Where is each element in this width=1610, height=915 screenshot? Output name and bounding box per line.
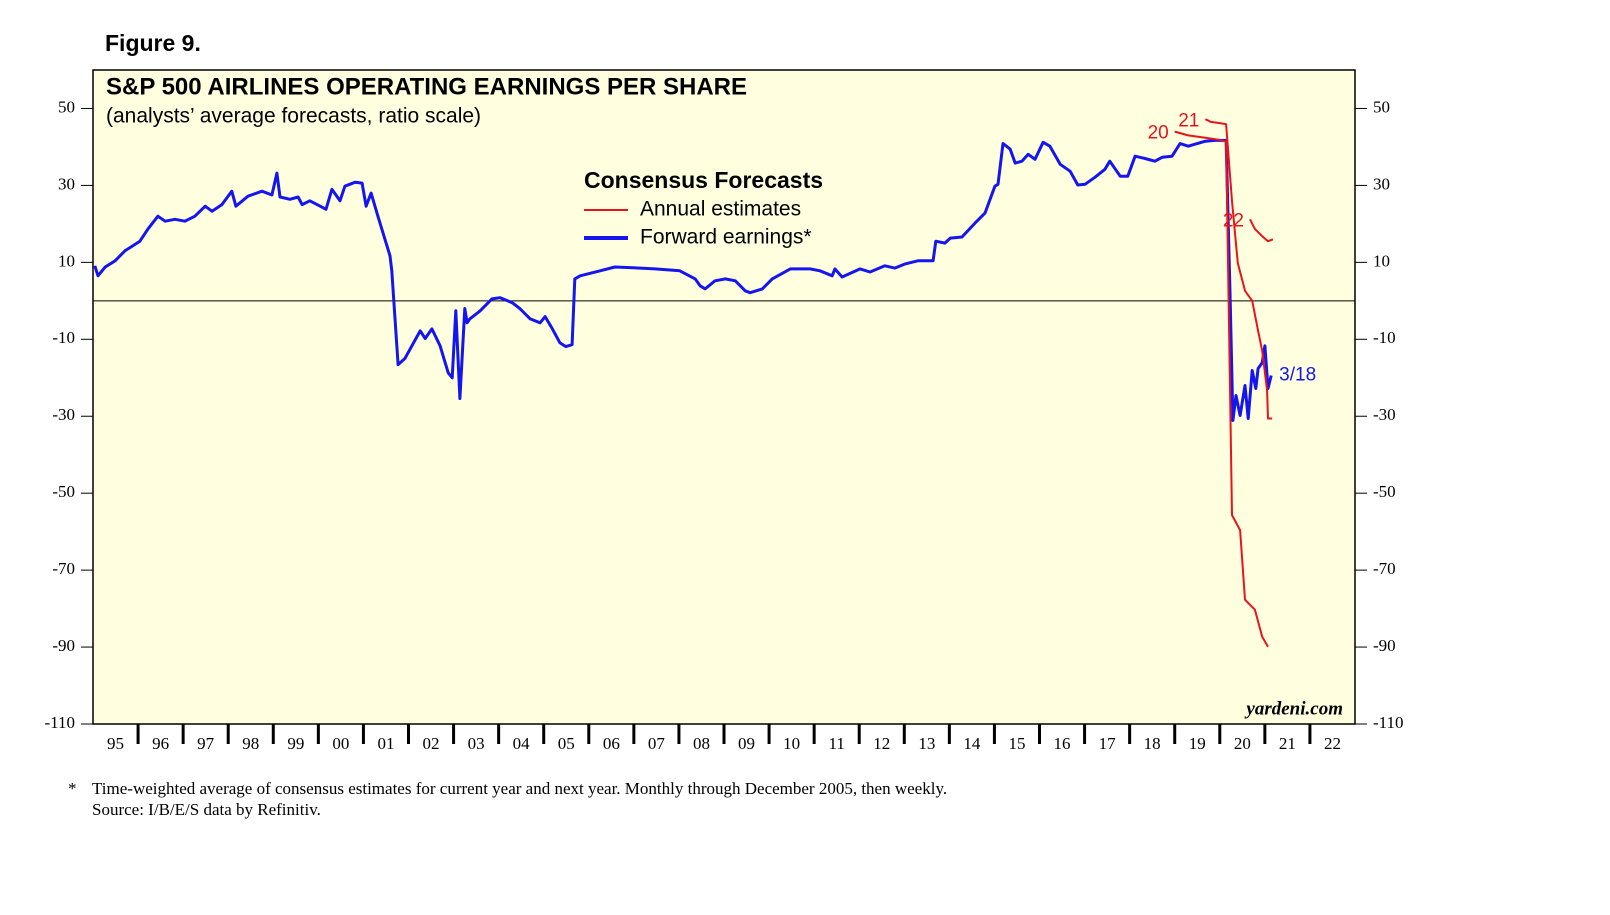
x-tick-label: 15 (1008, 734, 1025, 753)
x-tick-label: 03 (468, 734, 485, 753)
legend-label: Annual estimates (640, 198, 801, 221)
x-tick-label: 11 (828, 734, 844, 753)
y-tick-label: -70 (52, 559, 75, 578)
series-label: 20 (1148, 123, 1169, 144)
x-tick-label: 21 (1279, 734, 1296, 753)
footnote: Time-weighted average of consensus estim… (92, 779, 947, 798)
end-label: 3/18 (1279, 364, 1316, 385)
chart-subtitle: (analysts’ average forecasts, ratio scal… (106, 105, 481, 128)
y2-tick-label: -30 (1373, 405, 1396, 424)
y2-tick-label: 50 (1373, 97, 1390, 116)
x-tick-label: 98 (242, 734, 259, 753)
series-line (93, 138, 1273, 422)
y2-tick-label: 30 (1373, 174, 1390, 193)
x-tick-label: 96 (152, 734, 169, 753)
x-tick-label: 07 (648, 734, 666, 753)
source-note: yardeni.com (1244, 698, 1343, 719)
y-tick-label: 50 (58, 97, 75, 116)
y-tick-label: -110 (44, 713, 75, 732)
x-tick-label: 14 (963, 734, 981, 753)
x-tick-label: 05 (558, 734, 575, 753)
x-tick-label: 00 (332, 734, 349, 753)
x-tick-label: 18 (1144, 734, 1161, 753)
footnote-marker: * (68, 779, 77, 798)
y2-tick-label: -10 (1373, 328, 1396, 347)
x-tick-label: 99 (287, 734, 304, 753)
y-tick-label: -50 (52, 482, 75, 501)
x-tick-label: 08 (693, 734, 710, 753)
x-tick-label: 04 (513, 734, 531, 753)
y-tick-label: 30 (58, 174, 75, 193)
y-tick-label: 10 (58, 251, 75, 270)
x-tick-label: 20 (1234, 734, 1251, 753)
x-tick-label: 02 (423, 734, 440, 753)
y2-tick-label: 10 (1373, 251, 1390, 270)
x-tick-label: 13 (918, 734, 935, 753)
y2-tick-label: -110 (1373, 713, 1404, 732)
footnote: Source: I/B/E/S data by Refinitiv. (92, 800, 321, 819)
series-line (1249, 218, 1274, 243)
plot-area (92, 69, 1356, 725)
y-tick-label: -10 (52, 328, 75, 347)
x-tick-label: 97 (197, 734, 215, 753)
figure-label: Figure 9. (105, 30, 201, 56)
x-tick-label: 19 (1189, 734, 1206, 753)
y2-tick-label: -50 (1373, 482, 1396, 501)
x-tick-label: 16 (1054, 734, 1071, 753)
x-tick-label: 10 (783, 734, 800, 753)
x-tick-label: 01 (377, 734, 394, 753)
series-label: 22 (1223, 210, 1244, 231)
series-label: 21 (1178, 110, 1199, 131)
x-tick-label: 09 (738, 734, 755, 753)
x-tick-label: 12 (873, 734, 890, 753)
x-tick-label: 22 (1324, 734, 1341, 753)
y2-tick-label: -90 (1373, 636, 1396, 655)
series-line (1174, 130, 1269, 648)
series-line (1204, 118, 1273, 420)
x-tick-label: 95 (107, 734, 124, 753)
legend-label: Forward earnings* (640, 226, 812, 249)
y-tick-label: -90 (52, 636, 75, 655)
x-tick-label: 06 (603, 734, 620, 753)
y-tick-label: -30 (52, 405, 75, 424)
x-tick-label: 17 (1099, 734, 1117, 753)
legend-title: Consensus Forecasts (584, 167, 823, 193)
chart-title: S&P 500 AIRLINES OPERATING EARNINGS PER … (106, 73, 747, 100)
y2-tick-label: -70 (1373, 559, 1396, 578)
